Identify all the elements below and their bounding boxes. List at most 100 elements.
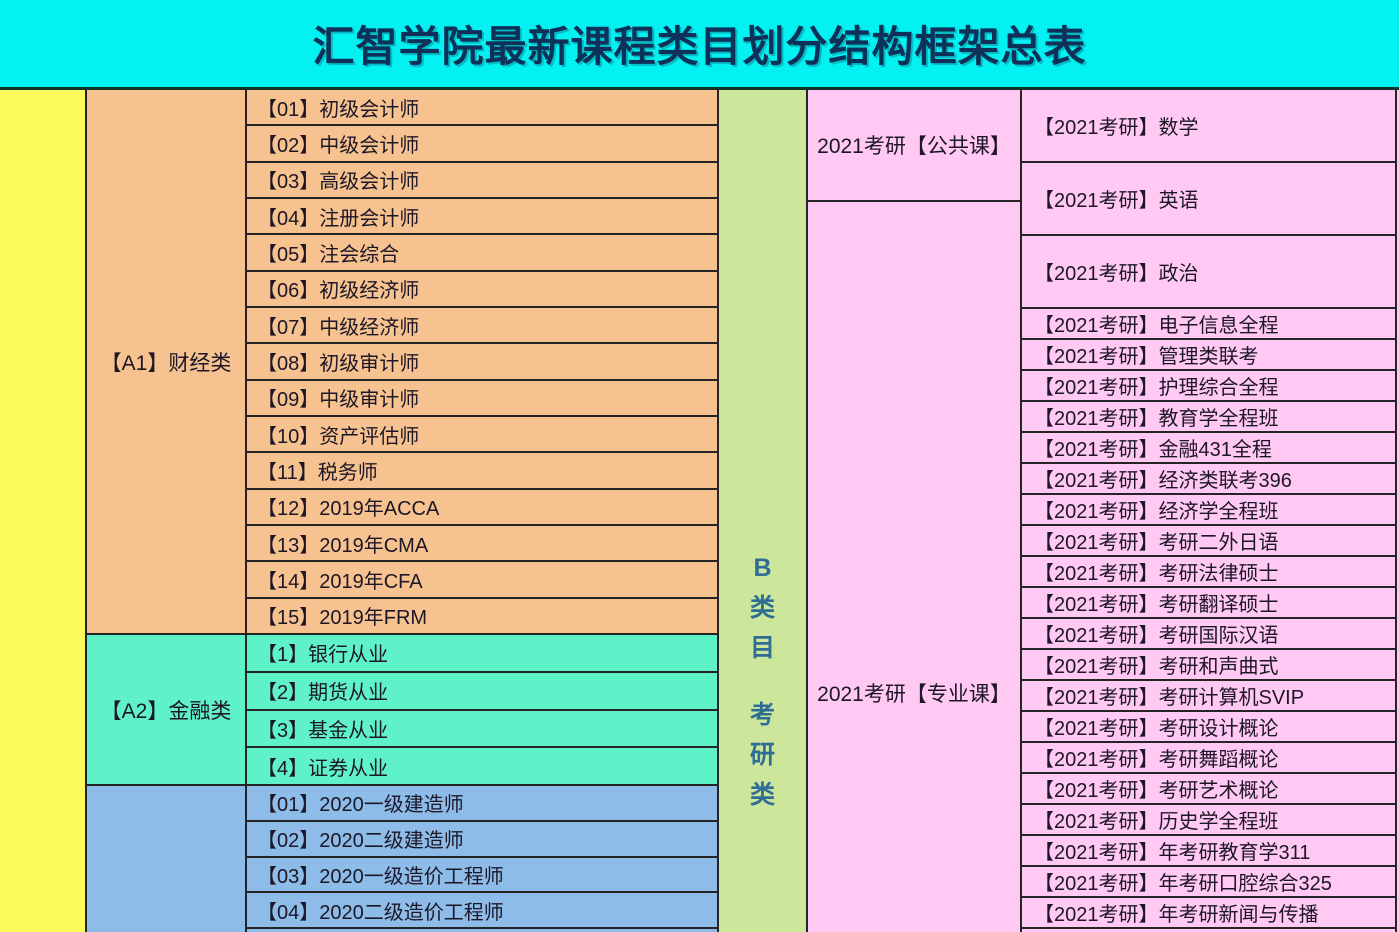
course-cell[interactable]: 【2】期货从业	[247, 673, 717, 711]
course-cell[interactable]: 【2021考研】考研翻译硕士	[1022, 588, 1395, 619]
course-cell[interactable]: 【2021考研】教育学全程班	[1022, 402, 1395, 433]
course-cell-text: 【03】2020一级造价工程师	[257, 865, 504, 888]
course-cell[interactable]: 【2021考研】考研法律硕士	[1022, 557, 1395, 588]
course-cell[interactable]: 【2021考研】考研舞蹈概论	[1022, 743, 1395, 774]
course-cell[interactable]: 【15】2019年FRM	[247, 599, 717, 635]
course-cell-text: 【2021考研】年考研口腔综合325	[1034, 873, 1332, 895]
course-cell[interactable]: 【2021考研】管理类联考	[1022, 340, 1395, 371]
course-cell[interactable]: 【07】中级经济师	[247, 308, 717, 345]
course-cell[interactable]: 【02】中级会计师	[247, 126, 717, 163]
course-cell-text: 【2021考研】考研和声曲式	[1034, 656, 1279, 678]
course-cell[interactable]: 【3】基金从业	[247, 711, 717, 749]
left-spacer-column	[0, 90, 87, 932]
course-cell-text: 【2021考研】考研翻译硕士	[1034, 594, 1279, 616]
right-course-column: 【2021考研】数学 【2021考研】英语 【2021考研】政治 【2021考研】电…	[1022, 90, 1397, 932]
course-cell[interactable]: 【2021考研】护理综合全程	[1022, 371, 1395, 402]
course-cell-text: 【2021考研】护理综合全程	[1034, 377, 1279, 399]
course-cell[interactable]: 【1】银行从业	[247, 635, 717, 673]
course-cell-text: 【2021考研】考研法律硕士	[1034, 563, 1279, 585]
course-cell[interactable]: 【01】初级会计师	[247, 90, 717, 127]
course-cell[interactable]: 【2021考研】年考研教育学311	[1022, 836, 1395, 867]
course-cell[interactable]: 【05】注会综合	[247, 235, 717, 272]
page-title: 汇智学院最新课程类目划分结构框架总表	[312, 23, 1087, 70]
course-cell-text: 【2021考研】政治	[1034, 263, 1199, 285]
course-cell[interactable]: 【2021考研】政治	[1022, 236, 1395, 309]
course-rows-a1: 【01】初级会计师 【02】中级会计师【03】高级会计师 【04】注册会计师【05】…	[247, 90, 717, 635]
course-cell[interactable]: 【2021考研】金融431全程	[1022, 433, 1395, 464]
course-cell-text: 【2021考研】考研舞蹈概论	[1034, 749, 1279, 771]
course-cell-text: 【2021考研】历史学全程班	[1034, 811, 1279, 833]
course-cell-text: 【03】高级会计师	[257, 171, 420, 194]
course-cell[interactable]: 【08】初级审计师	[247, 344, 717, 381]
b-category-vertical-char: 类	[749, 594, 775, 622]
course-cell-text: 【04】注册会计师	[257, 207, 420, 230]
course-cell-text: 【10】资产评估师	[257, 425, 420, 448]
course-cell-text: 【2021考研】英语	[1034, 190, 1199, 212]
course-cell[interactable]: 【2021考研】电子信息全程	[1022, 309, 1395, 340]
category-label-a2: 【A2】金融类	[100, 699, 232, 723]
course-cell[interactable]: 【2021考研】历史学全程班	[1022, 805, 1395, 836]
course-cell[interactable]: 【2021考研】英语	[1022, 163, 1395, 236]
category-cell-a2-financial-practice[interactable]: 【A2】金融类	[87, 635, 245, 786]
course-cell[interactable]: 【03】高级会计师	[247, 163, 717, 199]
category-cell-major-courses[interactable]: 2021考研【专业课】	[808, 202, 1020, 932]
course-cell[interactable]: 【14】2019年CFA	[247, 562, 717, 599]
category-cell-construction[interactable]	[87, 786, 245, 932]
course-cell[interactable]: 【2021考研】考研二外日语	[1022, 526, 1395, 557]
course-cell[interactable]: 【04】注册会计师	[247, 199, 717, 236]
course-cell[interactable]: 【2021考研】年考研口腔综合325	[1022, 867, 1395, 898]
b-category-vertical-char: 研	[749, 741, 775, 769]
b-category-vertical-char: 类	[749, 781, 775, 809]
course-cell[interactable]: 【2021考研】考研和声曲式	[1022, 650, 1395, 681]
course-cell[interactable]: 【2021考研】考研国际汉语	[1022, 619, 1395, 650]
course-cell[interactable]: 【06】初级经济师	[247, 272, 717, 308]
course-cell-text: 【2021考研】考研二外日语	[1034, 532, 1279, 554]
course-cell[interactable]: 【2021考研】考研设计概论	[1022, 712, 1395, 743]
catalog-table: 【A1】财经类 【A2】金融类 【01】初级会计师 【02】中级会计师【03】高级…	[0, 90, 1399, 932]
header-banner: 汇智学院最新课程类目划分结构框架总表	[0, 0, 1399, 90]
course-rows-construction: 【01】2020一级建造师 【02】2020二级建造师【03】2020一级造价工程…	[247, 786, 717, 929]
course-cell[interactable]: 【2021考研】年考研新闻与传播	[1022, 898, 1395, 929]
course-cell[interactable]: 【2021考研】考研计算机SVIP	[1022, 681, 1395, 712]
course-cell-text: 【06】初级经济师	[257, 280, 420, 303]
course-cell-text: 【11】税务师	[257, 461, 378, 484]
course-cell[interactable]: 【12】2019年ACCA	[247, 490, 717, 526]
course-cell[interactable]: 【03】2020一级造价工程师	[247, 858, 717, 894]
course-cell-text: 【2021考研】经济学全程班	[1034, 501, 1279, 523]
course-cell[interactable]: 【2021考研】数学	[1022, 90, 1395, 163]
course-cell-text: 【13】2019年CMA	[257, 534, 429, 557]
category-cell-a1-finance[interactable]: 【A1】财经类	[87, 90, 245, 635]
course-cell[interactable]: 【13】2019年CMA	[247, 526, 717, 563]
course-cell[interactable]: 【10】资产评估师	[247, 417, 717, 454]
course-cell[interactable]: 【01】2020一级建造师	[247, 786, 717, 822]
course-cell-text: 【08】初级审计师	[257, 352, 420, 375]
course-section-major: 【2021考研】电子信息全程【2021考研】管理类联考【2021考研】护理综合全…	[1022, 309, 1395, 932]
course-cell-text: 【2021考研】考研计算机SVIP	[1034, 687, 1305, 709]
category-label-public: 2021考研【公共课】	[817, 135, 1011, 158]
course-cell[interactable]: 【4】证券从业	[247, 748, 717, 786]
course-cell-text: 【2021考研】考研国际汉语	[1034, 625, 1279, 647]
course-cell-text: 【2021考研】年考研教育学311	[1034, 842, 1311, 864]
course-cell-text: 【2021考研】电子信息全程	[1034, 315, 1279, 337]
course-cell-text: 【14】2019年CFA	[257, 570, 423, 593]
course-cell[interactable]: 【2021考研】经济学全程班	[1022, 495, 1395, 526]
course-cell-text: 【2021考研】考研艺术概论	[1034, 780, 1279, 802]
course-cell[interactable]: 【11】税务师	[247, 453, 717, 490]
course-cell[interactable]: 【2021考研】考研艺术概论	[1022, 774, 1395, 805]
course-cell[interactable]: 【04】2020二级造价工程师	[247, 893, 717, 929]
course-cell-text: 【07】中级经济师	[257, 316, 420, 339]
right-edge-sliver	[1397, 90, 1399, 932]
course-rows-public: 【2021考研】数学 【2021考研】英语 【2021考研】政治	[1022, 90, 1395, 309]
course-cell[interactable]: 【2021考研】经济类联考396	[1022, 464, 1395, 495]
course-cell-text: 【2021考研】数学	[1034, 117, 1199, 139]
course-section-construction: 【01】2020一级建造师 【02】2020二级建造师【03】2020一级造价工程…	[247, 786, 717, 932]
course-cell[interactable]: 【02】2020二级建造师	[247, 822, 717, 858]
course-cell-text: 【2021考研】金融431全程	[1034, 439, 1272, 461]
left-course-column: 【01】初级会计师 【02】中级会计师【03】高级会计师 【04】注册会计师【05】…	[247, 90, 719, 932]
course-cell[interactable]: 【09】中级审计师	[247, 381, 717, 417]
category-cell-public-courses[interactable]: 2021考研【公共课】	[808, 90, 1020, 202]
course-section-a2: 【1】银行从业 【2】期货从业 【3】基金从业【4】证券从业	[247, 635, 717, 786]
course-cell-text: 【4】证券从业	[257, 757, 389, 780]
